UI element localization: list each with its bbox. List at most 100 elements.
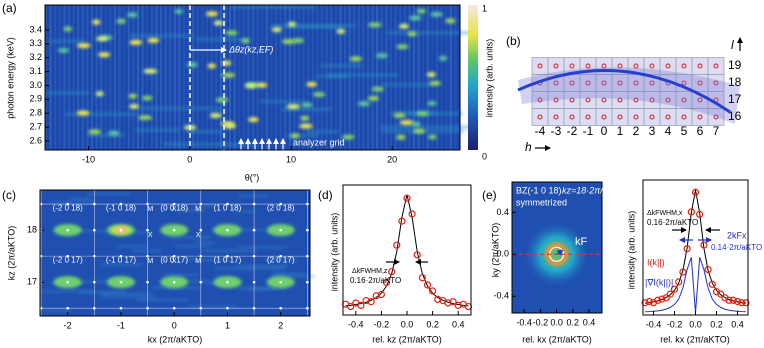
heatmap-stripe	[403, 5, 406, 150]
lattice-point	[649, 114, 655, 120]
lattice-cell	[691, 57, 709, 75]
data-point	[687, 208, 695, 216]
heatmap-band	[116, 245, 149, 248]
heatmap-stripe	[155, 5, 158, 150]
heatmap-stripe	[164, 5, 167, 150]
heatmap-stripe	[238, 5, 241, 150]
grid-dot	[66, 228, 69, 232]
lattice-point	[553, 97, 559, 103]
heatmap-spot	[95, 91, 104, 97]
data-point	[347, 302, 355, 311]
heatmap-band	[139, 106, 223, 110]
y-axis-label: photon energy (keV)	[5, 37, 15, 119]
heatmap-band	[232, 210, 256, 213]
heatmap-spot	[281, 39, 296, 45]
data-point	[423, 281, 432, 289]
zone-label: (-1 0 17)	[106, 255, 137, 264]
heatmap-stripe	[187, 5, 190, 150]
data-point	[683, 245, 691, 253]
lattice-point	[697, 63, 703, 69]
heatmap-band	[193, 205, 216, 208]
heatmap-band	[316, 74, 349, 78]
heatmap-background	[40, 190, 310, 316]
grid-dot	[306, 306, 309, 310]
l-label: 16	[728, 109, 742, 123]
y-tick-label: 2.9	[29, 94, 42, 104]
heatmap-spot	[413, 128, 426, 134]
heatmap-band	[214, 267, 252, 270]
heatmap-spot	[221, 72, 236, 78]
y-tick-label: 2.7	[29, 121, 42, 131]
heatmap-stripe	[431, 5, 434, 150]
heatmap-stripe	[91, 5, 93, 150]
grid-dot	[199, 306, 203, 310]
grid-dot	[146, 228, 149, 232]
heatmap-band	[174, 245, 211, 248]
x-axis-label: rel. kx (2π/aKTO)	[522, 334, 592, 344]
zone-label: (0 0 18)	[160, 203, 188, 212]
panel-label: (d)	[318, 188, 333, 202]
heatmap-stripe	[436, 5, 438, 150]
grid-dot	[306, 202, 309, 206]
lattice-point	[585, 63, 591, 69]
heatmap-stripe	[68, 5, 70, 150]
data-point	[645, 297, 653, 306]
zone-label: (-1 0 18)	[106, 203, 137, 212]
heatmap-band	[177, 209, 206, 212]
y-tick-label: 0.0	[496, 249, 509, 259]
data-point	[434, 295, 442, 303]
data-point	[696, 210, 704, 218]
l-label: 17	[728, 92, 742, 106]
h-label: 5	[681, 124, 688, 138]
heatmap-stripe	[284, 5, 287, 150]
lattice-cell	[547, 108, 565, 126]
data-point	[454, 301, 462, 309]
annotation: 0.16·2π/aKTO	[647, 218, 698, 227]
heatmap-stripe	[146, 5, 149, 150]
heatmap-stripe	[160, 5, 162, 150]
grid-dot	[146, 306, 149, 310]
plot-frame	[44, 4, 461, 151]
data-point	[733, 297, 742, 306]
lattice-point	[601, 63, 607, 69]
heatmap-stripe	[58, 5, 61, 150]
data-point	[708, 280, 716, 288]
h-label: 4	[665, 124, 672, 138]
heatmap-band	[99, 292, 153, 295]
heatmap-band	[326, 73, 398, 77]
grid-dot	[279, 202, 283, 206]
heatmap-spot	[292, 38, 305, 44]
heatmap-band	[129, 34, 194, 38]
heatmap-spot	[96, 36, 108, 42]
heatmap-band	[125, 231, 154, 234]
heatmap-band	[42, 309, 72, 312]
map-text: kz=18·2π/a	[562, 185, 608, 195]
lattice-point	[681, 80, 687, 86]
heatmap-spot	[438, 55, 448, 61]
data-point	[362, 296, 370, 305]
heatmap-spot	[427, 100, 437, 106]
lattice-point	[601, 97, 607, 103]
heatmap-spot	[399, 23, 409, 29]
grid-dot	[199, 228, 203, 232]
data-point	[382, 278, 391, 287]
y-tick-label: -0.4	[493, 291, 509, 301]
panel-label: (a)	[2, 1, 17, 15]
heatmap-stripe	[293, 5, 296, 150]
heatmap-stripe	[307, 5, 310, 150]
heatmap-stripe	[137, 5, 139, 150]
data-point	[398, 217, 406, 225]
heatmap-stripe	[173, 5, 176, 150]
heatmap-stripe	[385, 5, 388, 150]
annotation: 0.14·2π/aKTO	[711, 243, 762, 252]
lattice-point	[617, 97, 623, 103]
heatmap-band	[170, 236, 211, 239]
heatmap-stripe	[45, 5, 47, 150]
panel-label: (b)	[506, 34, 521, 48]
lattice-point	[633, 63, 639, 69]
heatmap-stripe	[206, 5, 208, 150]
lattice-point	[665, 114, 671, 120]
zone-label: (2 0 18)	[267, 203, 295, 212]
x-tick-label: -0.2	[533, 317, 549, 327]
heatmap-band	[100, 295, 156, 298]
